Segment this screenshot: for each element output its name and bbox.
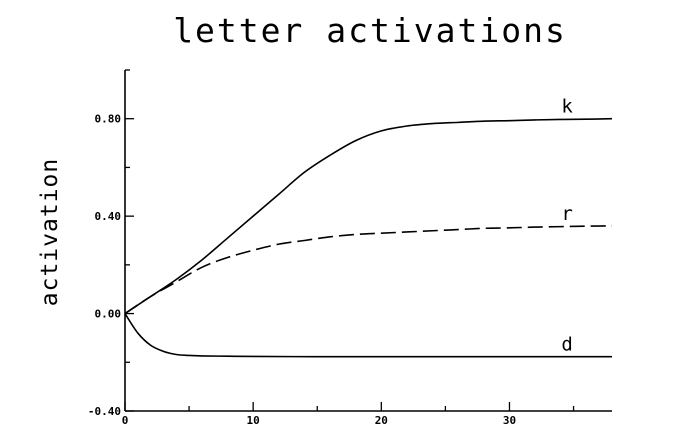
series-label-k: k <box>561 96 573 118</box>
series-line-d <box>124 313 612 358</box>
axis-ticks: -0.40 0.00 0.40 0.80 0 10 20 30 <box>88 69 575 427</box>
series-line-r <box>124 225 613 315</box>
y-tick-label: -0.40 <box>88 405 121 418</box>
series-label-d: d <box>561 334 572 356</box>
chart-title: letter activations <box>173 11 567 50</box>
x-tick-label: 30 <box>503 414 516 427</box>
y-tick-label: 0.80 <box>95 113 122 126</box>
y-tick-label: 0.40 <box>95 210 122 223</box>
x-tick-label: 0 <box>122 414 129 427</box>
series-group: k r d <box>124 96 613 358</box>
x-tick-label: 10 <box>247 414 260 427</box>
series-label-r: r <box>561 203 572 225</box>
y-axis-label: activation <box>37 158 63 306</box>
x-tick-label: 20 <box>375 414 388 427</box>
series-line-k <box>124 117 613 315</box>
y-tick-label: 0.00 <box>95 308 122 321</box>
